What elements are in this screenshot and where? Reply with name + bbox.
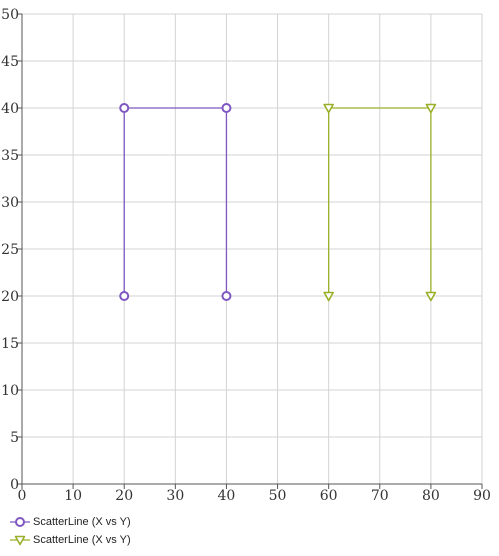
x-tick-label: 10	[64, 488, 82, 504]
y-tick-label: 45	[1, 54, 19, 70]
data-point	[323, 103, 334, 114]
x-tick-label: 60	[320, 488, 338, 504]
series-line	[123, 107, 228, 296]
y-tick-label: 25	[1, 242, 19, 258]
y-tick-label: 20	[1, 289, 19, 305]
x-tick-label: 0	[18, 488, 27, 504]
legend-marker-icon	[10, 517, 30, 527]
x-tick-label: 30	[166, 488, 184, 504]
data-point	[323, 291, 334, 302]
y-axis-ticks: 0 5 10 15 20 25 30 35 40 45 50	[1, 7, 22, 493]
series-1	[119, 103, 232, 301]
data-point	[119, 103, 130, 113]
x-tick-label: 50	[269, 488, 287, 504]
legend-item-2: ScatterLine (X vs Y)	[10, 531, 131, 549]
grid	[22, 13, 483, 484]
legend-marker	[15, 517, 25, 527]
data-point	[221, 103, 232, 113]
legend-item-1: ScatterLine (X vs Y)	[10, 513, 131, 531]
y-tick-label: 40	[1, 101, 19, 117]
legend-marker-icon	[10, 535, 30, 546]
y-tick-label: 30	[1, 195, 19, 211]
y-tick-label: 5	[10, 430, 19, 446]
x-tick-label: 70	[371, 488, 389, 504]
x-tick-label: 90	[473, 488, 491, 504]
series-line	[328, 107, 432, 296]
series-layer	[119, 103, 437, 302]
x-tick-label: 20	[115, 488, 133, 504]
x-tick-label: 80	[422, 488, 440, 504]
data-point	[221, 291, 232, 301]
legend-marker	[14, 535, 26, 546]
series-2	[323, 103, 437, 302]
x-tick-label: 40	[218, 488, 236, 504]
data-point	[425, 103, 437, 114]
legend-label: ScatterLine (X vs Y)	[33, 534, 131, 546]
x-axis-ticks: 0 10 20 30 40 50 60 70 80 90	[18, 484, 491, 504]
y-tick-label: 15	[1, 336, 19, 352]
y-tick-label: 10	[1, 383, 19, 399]
legend-label: ScatterLine (X vs Y)	[33, 516, 131, 528]
data-point	[425, 291, 437, 302]
y-tick-label: 0	[10, 477, 19, 493]
y-tick-label: 50	[1, 7, 19, 23]
y-tick-label: 35	[1, 148, 19, 164]
data-point	[119, 291, 130, 301]
scatter-chart: 0 10 20 30 40 50 60 70 80 90 0 5 10 15 20 25 30 35 40 45 50	[1, 7, 491, 504]
legend: ScatterLine (X vs Y) ScatterLine (X vs Y)	[10, 513, 131, 549]
